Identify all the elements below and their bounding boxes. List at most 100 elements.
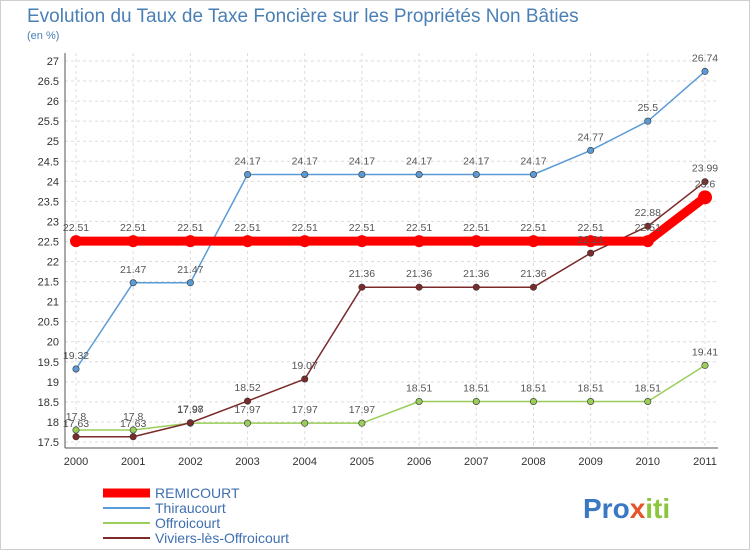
data-label: 22.21 xyxy=(577,234,603,246)
x-tick-label: 2009 xyxy=(578,456,602,468)
data-point xyxy=(472,397,480,405)
data-point xyxy=(186,279,194,287)
legend[interactable]: REMICOURTThiraucourtOffroicourtViviers-l… xyxy=(103,485,289,546)
data-point xyxy=(415,170,423,178)
data-point xyxy=(587,397,595,405)
y-tick-label: 24 xyxy=(47,176,59,188)
y-tick-label: 22.5 xyxy=(38,236,59,248)
data-point xyxy=(644,222,652,230)
data-point xyxy=(129,279,137,287)
data-label: 17.97 xyxy=(177,404,203,416)
data-point xyxy=(72,426,80,434)
data-point xyxy=(701,67,709,75)
y-tick-label: 26 xyxy=(47,96,59,108)
data-label: 17.63 xyxy=(120,418,146,430)
data-label: 22.88 xyxy=(635,207,661,219)
x-tick-label: 2004 xyxy=(292,456,316,468)
grid-lines xyxy=(65,53,716,448)
y-tick-label: 23 xyxy=(47,216,59,228)
data-point xyxy=(72,433,80,441)
data-point xyxy=(301,419,309,427)
legend-label[interactable]: Offroicourt xyxy=(155,515,220,531)
series-line-thiraucourt xyxy=(75,70,706,370)
x-tick-label: 2007 xyxy=(464,456,488,468)
data-label: 17.8 xyxy=(66,411,87,423)
data-point xyxy=(244,397,252,405)
y-tick-label: 19.5 xyxy=(38,357,59,369)
data-label: 18.51 xyxy=(635,382,661,394)
data-label: 22.51 xyxy=(177,222,203,234)
data-point xyxy=(413,235,426,248)
y-tick-label: 20.5 xyxy=(38,317,59,329)
data-label: 22.51 xyxy=(463,222,489,234)
data-label: 18.52 xyxy=(234,382,260,394)
data-label: 25.5 xyxy=(638,102,659,114)
data-label: 22.51 xyxy=(577,222,603,234)
data-label: 22.51 xyxy=(120,222,146,234)
data-point xyxy=(70,235,82,248)
y-tick-label: 24.5 xyxy=(38,156,59,168)
data-label: 24.17 xyxy=(463,155,489,167)
data-label: 17.97 xyxy=(292,404,318,416)
data-label: 21.47 xyxy=(120,264,146,276)
data-label: 21.36 xyxy=(520,268,546,280)
data-point xyxy=(701,361,709,369)
data-label: 18.51 xyxy=(463,382,489,394)
y-tick-label: 25 xyxy=(47,136,59,148)
data-point xyxy=(587,249,595,257)
x-tick-label: 2001 xyxy=(121,456,145,468)
series-line-remicourt xyxy=(71,192,710,246)
data-point xyxy=(244,419,252,427)
data-point xyxy=(529,170,537,178)
data-label: 22.51 xyxy=(349,222,375,234)
x-tick-label: 2008 xyxy=(521,456,545,468)
series-line-viviers-l-s-offroicourt xyxy=(75,180,706,438)
x-tick-label: 2005 xyxy=(350,456,374,468)
data-point xyxy=(358,419,366,427)
data-point xyxy=(355,235,368,248)
y-tick-label: 17.5 xyxy=(38,437,59,449)
y-tick-label: 19 xyxy=(47,377,59,389)
x-tick-label: 2010 xyxy=(636,456,660,468)
data-point xyxy=(129,426,137,434)
x-tick-label: 2000 xyxy=(64,456,88,468)
data-point xyxy=(358,283,366,291)
data-point xyxy=(587,146,595,154)
data-label: 22.51 xyxy=(292,222,318,234)
legend-label[interactable]: Thiraucourt xyxy=(155,500,226,516)
data-point xyxy=(529,283,537,291)
data-label: 23.6 xyxy=(695,178,716,190)
data-point xyxy=(358,170,366,178)
y-tick-label: 25.5 xyxy=(38,116,59,128)
y-tick-label: 22 xyxy=(47,257,59,269)
legend-label[interactable]: Viviers-lès-Offroicourt xyxy=(155,530,289,546)
data-point xyxy=(298,235,311,248)
x-tick-label: 2006 xyxy=(407,456,431,468)
data-point xyxy=(644,117,652,125)
data-labels: 19.32 21.47 21.47 24.17 24.17 24.17 24.17 24.17… xyxy=(63,52,718,429)
data-label: 17.8 xyxy=(123,411,144,423)
data-label: 19.07 xyxy=(292,360,318,372)
data-label: 26.74 xyxy=(692,52,718,64)
data-point xyxy=(129,433,137,441)
data-label: 24.17 xyxy=(406,155,432,167)
data-label: 22.51 xyxy=(234,222,260,234)
data-point xyxy=(415,397,423,405)
data-label: 18.51 xyxy=(520,382,546,394)
data-label: 22.51 xyxy=(406,222,432,234)
data-point xyxy=(472,283,480,291)
series-line-offroicourt xyxy=(75,364,706,431)
data-label: 21.36 xyxy=(349,268,375,280)
data-point xyxy=(529,397,537,405)
data-point xyxy=(584,235,597,248)
data-label: 18.51 xyxy=(577,382,603,394)
data-label: 19.32 xyxy=(63,350,89,362)
data-point xyxy=(244,170,252,178)
data-point xyxy=(698,190,712,205)
data-label: 22.51 xyxy=(63,222,89,234)
data-point xyxy=(644,397,652,405)
data-label: 24.17 xyxy=(234,155,260,167)
y-axis-unit: (en %) xyxy=(27,30,59,42)
legend-label[interactable]: REMICOURT xyxy=(155,485,240,501)
data-label: 17.98 xyxy=(177,404,203,416)
